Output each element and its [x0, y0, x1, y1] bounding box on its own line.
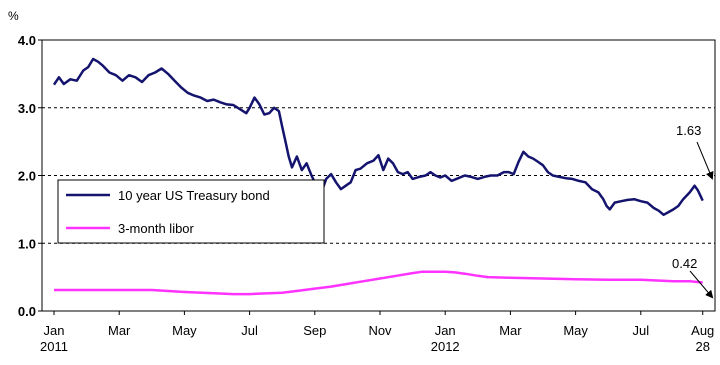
y-tick-label: 1.0: [18, 236, 36, 251]
annotation-treasury-arrow: [696, 141, 714, 180]
x-tick-label: Sep: [303, 323, 326, 338]
series-line-libor: [54, 270, 703, 296]
x-tick-label: Mar: [108, 323, 131, 338]
y-tick-label: 3.0: [18, 101, 36, 116]
x-tick-label: Jul: [241, 323, 258, 338]
legend-label-treasury: 10 year US Treasury bond: [118, 188, 270, 203]
x-tick-label: Mar: [499, 323, 522, 338]
y-tick-label: 2.0: [18, 169, 36, 184]
x-tick-label: Nov: [368, 323, 392, 338]
series-line-treasury: [52, 57, 704, 217]
x-tick-label: Jul: [632, 323, 649, 338]
y-axis-ticks: 0.0 1.0 2.0 3.0 4.0: [18, 33, 42, 319]
legend: 10 year US Treasury bond 3-month libor: [57, 179, 325, 244]
x-tick-label: Jan: [44, 323, 65, 338]
x-tick-label: Aug: [691, 323, 714, 338]
legend-label-libor: 3-month libor: [118, 221, 195, 236]
annotation-libor-value: 0.42: [672, 256, 697, 271]
y-unit-label: %: [8, 9, 19, 23]
x-tick-label: May: [563, 323, 588, 338]
gridlines: [42, 107, 715, 244]
annotation-libor-arrow: [689, 270, 714, 299]
x-tick-sublabel: 28: [696, 339, 710, 354]
x-tick-label: Jan: [435, 323, 456, 338]
series-lines: [52, 57, 704, 296]
y-tick-label: 0.0: [18, 304, 36, 319]
plot-area-border: [41, 39, 716, 312]
x-tick-label: May: [172, 323, 197, 338]
x-tick-sublabel: 2012: [431, 339, 460, 354]
x-tick-sublabel: 2011: [40, 339, 68, 354]
annotation-treasury-value: 1.63: [676, 123, 701, 138]
legend-box: [57, 179, 325, 244]
y-tick-label: 4.0: [18, 33, 36, 48]
